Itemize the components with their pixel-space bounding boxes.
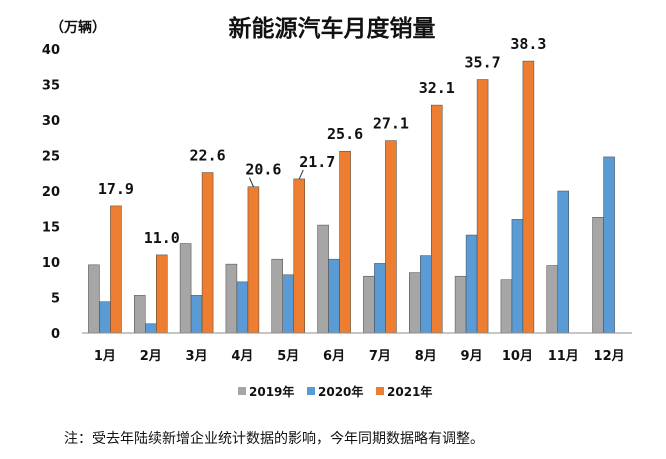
bar-2019-5 (271, 258, 283, 334)
bar-2021-9 (476, 79, 489, 334)
data-label-2021-1: 17.9 (98, 180, 134, 198)
bar-2021-2 (156, 254, 168, 334)
x-tick-label: 12月 (594, 349, 625, 364)
legend: 2019年 2020年 2021年 (238, 384, 432, 399)
y-tick-label: 30 (42, 114, 60, 129)
bar-2020-12 (603, 156, 615, 334)
bar-2019-1 (88, 264, 100, 334)
bar-2019-3 (179, 243, 192, 334)
legend-swatch-2021 (376, 387, 384, 395)
bar-2021-1 (110, 205, 122, 334)
y-axis-unit-label: （万辆） (50, 19, 106, 36)
data-label-2021-9: 35.7 (465, 54, 501, 72)
data-label-2021-7: 27.1 (373, 115, 409, 133)
x-tick-label: 9月 (461, 349, 483, 364)
bar-2019-6 (317, 224, 329, 334)
bar-2020-2 (145, 323, 157, 334)
bar-2021-4 (247, 186, 260, 334)
bar-2019-7 (363, 275, 375, 334)
bar-2021-6 (339, 150, 351, 334)
bar-2020-8 (420, 255, 432, 334)
y-tick-label: 25 (42, 150, 60, 165)
x-tick-label: 8月 (415, 349, 437, 364)
data-label-2021-10: 38.3 (510, 35, 546, 53)
bar-2019-12 (592, 217, 604, 334)
y-tick-label: 20 (42, 185, 60, 200)
x-tick-label: 5月 (277, 349, 299, 364)
bar-2019-4 (225, 263, 238, 334)
footnote: 注：受去年陆续新增企业统计数据的影响，今年同期数据略有调整。 (64, 431, 484, 447)
y-tick-label: 5 (51, 292, 60, 307)
legend-swatch-2019 (238, 387, 246, 395)
bar-2020-6 (328, 258, 340, 334)
bar-2021-3 (201, 172, 214, 334)
y-tick-label: 15 (42, 221, 60, 236)
data-label-2021-5: 21.7 (299, 153, 335, 171)
x-tick-label: 11月 (548, 349, 579, 364)
y-tick-label: 0 (51, 327, 60, 342)
x-tick-label: 3月 (186, 349, 208, 364)
bar-2021-8 (431, 104, 443, 334)
bar-2021-10 (522, 60, 535, 334)
leader-line (248, 177, 254, 187)
bar-2019-11 (546, 265, 558, 334)
x-tick-label: 10月 (502, 349, 533, 364)
x-tick-label: 2月 (140, 349, 162, 364)
legend-swatch-2020 (307, 387, 315, 395)
y-tick-label: 10 (42, 256, 60, 271)
x-tick-label: 7月 (369, 349, 391, 364)
bar-2020-5 (282, 274, 294, 334)
bar-2019-10 (500, 279, 513, 334)
x-tick-label: 4月 (231, 349, 253, 364)
bar-2020-7 (374, 263, 386, 334)
bar-2019-2 (134, 295, 146, 334)
y-tick-label: 40 (42, 43, 60, 58)
bar-2020-3 (190, 295, 203, 334)
bar-2020-4 (236, 281, 249, 334)
data-label-2021-6: 25.6 (327, 125, 363, 143)
bar-2019-8 (409, 272, 421, 334)
x-tick-label: 6月 (323, 349, 345, 364)
bar-2020-1 (99, 301, 111, 334)
bar-2020-11 (557, 190, 569, 334)
y-tick-label: 35 (42, 79, 60, 94)
data-label-2021-2: 11.0 (144, 229, 180, 247)
x-tick-label: 1月 (94, 349, 116, 364)
legend-label: 2021年 (387, 384, 432, 399)
bar-2020-9 (465, 234, 478, 334)
chart-title: 新能源汽车月度销量 (229, 15, 436, 42)
bar-2019-9 (454, 275, 467, 334)
data-label-2021-3: 22.6 (190, 147, 226, 165)
legend-label: 2020年 (318, 384, 363, 399)
bar-2021-7 (385, 140, 397, 334)
data-label-2021-4: 20.6 (245, 161, 281, 179)
data-label-2021-8: 32.1 (419, 79, 455, 97)
leader-line (298, 169, 304, 180)
legend-label: 2019年 (249, 384, 294, 399)
bar-2021-5 (293, 178, 305, 334)
bar-2020-10 (511, 219, 524, 334)
